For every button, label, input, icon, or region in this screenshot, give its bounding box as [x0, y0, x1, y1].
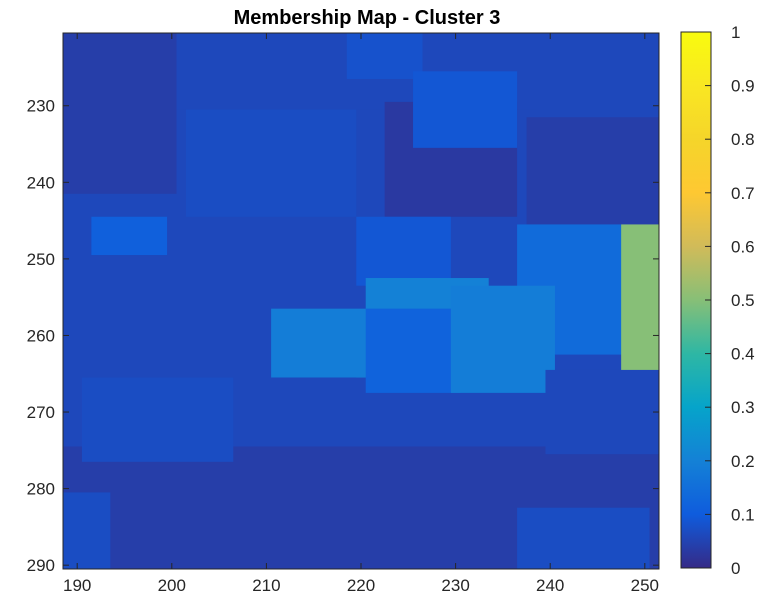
y-tick-label: 290	[27, 556, 55, 575]
colorbar-tick-label: 0.9	[731, 77, 755, 96]
colorbar-tick-label: 0.2	[731, 452, 755, 471]
region-bright-blue-right	[450, 285, 555, 393]
region-grain-lower-center	[242, 377, 357, 439]
region-grain-lower-left	[81, 377, 234, 462]
colorbar-tick-label: 0.1	[731, 505, 755, 524]
region-grain-lower-right	[545, 369, 659, 455]
region-top-center-light	[346, 33, 423, 79]
colorbar-tick-label: 0.8	[731, 130, 755, 149]
region-teal-edge	[621, 224, 659, 378]
y-tick-label: 270	[27, 403, 55, 422]
colorbar-tick-label: 0.5	[731, 291, 755, 310]
region-bright-blue-left	[271, 308, 376, 378]
y-tick-label: 260	[27, 326, 55, 345]
region-grain-bottom-left	[63, 492, 111, 569]
region-grain-230-232	[413, 71, 518, 148]
region-upper-left-dark	[63, 33, 177, 194]
x-tick-label: 200	[158, 576, 186, 595]
region-grain-center-250	[356, 216, 451, 286]
y-tick-label: 230	[27, 97, 55, 116]
colorbar: 0 0.1 0.2 0.3 0.4 0.5 0.6 0.7 0.8 0.9 1	[680, 23, 755, 578]
x-tick-label: 240	[536, 576, 564, 595]
region-grain-200-240	[185, 109, 357, 217]
colorbar-tick-label: 0	[731, 559, 740, 578]
colorbar-tick-label: 0.4	[731, 345, 755, 364]
colorbar-tick-label: 0.3	[731, 398, 755, 417]
x-tick-label: 220	[347, 576, 375, 595]
x-tick-label: 210	[252, 576, 280, 595]
colorbar-tick-label: 0.7	[731, 184, 755, 203]
y-tick-label: 240	[27, 173, 55, 192]
colorbar-tick-label: 1	[731, 23, 740, 42]
colorbar-tick-label: 0.6	[731, 237, 755, 256]
x-tick-label: 250	[631, 576, 659, 595]
region-grain-left-250	[91, 216, 168, 256]
chart-title: Membership Map - Cluster 3	[234, 7, 501, 29]
heatmap-plot-area: 190 200 210 220 230 240 250 230 240 250 260 270 280…	[27, 32, 660, 595]
y-tick-label: 280	[27, 480, 55, 499]
region-mid-blue-center	[365, 308, 461, 393]
x-tick-label: 190	[63, 576, 91, 595]
y-tick-label: 250	[27, 250, 55, 269]
x-tick-label: 230	[441, 576, 469, 595]
region-right-dark	[526, 117, 659, 240]
region-grain-bottom-right	[517, 507, 650, 569]
